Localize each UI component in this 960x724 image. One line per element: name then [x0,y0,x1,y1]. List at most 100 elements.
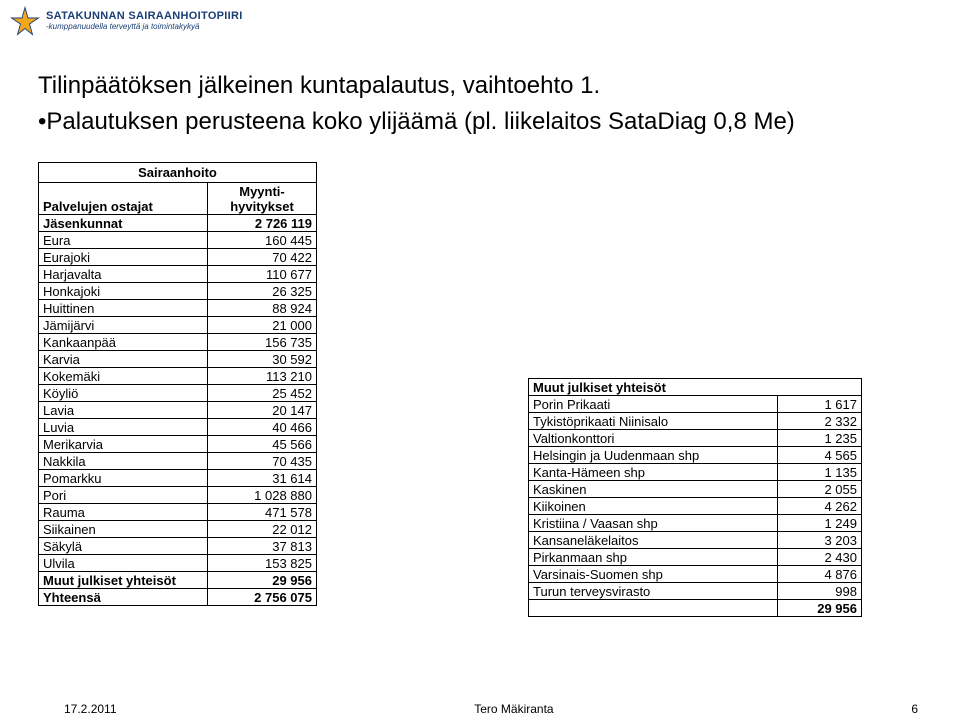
left-table-super-cell: Sairaanhoito [39,163,317,183]
cell-label: Harjavalta [39,266,208,283]
table-row: Kristiina / Vaasan shp1 249 [529,515,862,532]
table-row: Säkylä37 813 [39,538,317,555]
cell-label: Kristiina / Vaasan shp [529,515,778,532]
cell-value: 29 956 [208,572,317,589]
right-table-header-row: Muut julkiset yhteisöt [529,379,862,396]
table-row: Merikarvia45 566 [39,436,317,453]
cell-label: Pirkanmaan shp [529,549,778,566]
cell-value: 1 249 [778,515,862,532]
table-row: Jäsenkunnat2 726 119 [39,215,317,232]
cell-value: 156 735 [208,334,317,351]
cell-value: 2 055 [778,481,862,498]
cell-value: 160 445 [208,232,317,249]
cell-value: 30 592 [208,351,317,368]
cell-value: 998 [778,583,862,600]
logo-sub: -kumppanuudella terveyttä ja toimintakyk… [46,23,243,31]
table-row: Kaskinen2 055 [529,481,862,498]
table-row: Jämijärvi21 000 [39,317,317,334]
table-row: Huittinen88 924 [39,300,317,317]
table-row: Eurajoki70 422 [39,249,317,266]
cell-value: 31 614 [208,470,317,487]
cell-label: Pomarkku [39,470,208,487]
cell-value: 2 756 075 [208,589,317,606]
title-line2: •Palautuksen perusteena koko ylijäämä (p… [38,104,795,140]
cell-value: 1 235 [778,430,862,447]
cell-value: 70 422 [208,249,317,266]
left-table-super: Sairaanhoito [39,163,317,183]
cell-value: 4 565 [778,447,862,464]
cell-value: 2 430 [778,549,862,566]
table-row: Kiikoinen4 262 [529,498,862,515]
cell-value: 110 677 [208,266,317,283]
table-row: Köyliö25 452 [39,385,317,402]
cell-label: Yhteensä [39,589,208,606]
right-header: Muut julkiset yhteisöt [529,379,862,396]
cell-value: 26 325 [208,283,317,300]
table-row: Karvia30 592 [39,351,317,368]
footer-date: 17.2.2011 [64,702,117,716]
cell-label: Honkajoki [39,283,208,300]
right-total-value: 29 956 [778,600,862,617]
table-row: Luvia40 466 [39,419,317,436]
cell-value: 21 000 [208,317,317,334]
cell-value: 2 726 119 [208,215,317,232]
logo-icon [10,6,40,36]
table-row: Yhteensä2 756 075 [39,589,317,606]
logo-text: SATAKUNNAN SAIRAANHOITOPIIRI -kumppanuud… [46,11,243,31]
cell-label: Porin Prikaati [529,396,778,413]
cell-value: 113 210 [208,368,317,385]
cell-value: 40 466 [208,419,317,436]
cell-label: Jämijärvi [39,317,208,334]
table-row: Helsingin ja Uudenmaan shp4 565 [529,447,862,464]
cell-label: Turun terveysvirasto [529,583,778,600]
table-row: Porin Prikaati1 617 [529,396,862,413]
cell-value: 22 012 [208,521,317,538]
table-row: Nakkila70 435 [39,453,317,470]
cell-label: Huittinen [39,300,208,317]
table-row: Muut julkiset yhteisöt29 956 [39,572,317,589]
cell-value: 471 578 [208,504,317,521]
table-row: Eura160 445 [39,232,317,249]
table-row: Honkajoki26 325 [39,283,317,300]
cell-label: Tykistöprikaati Niinisalo [529,413,778,430]
logo-main: SATAKUNNAN SAIRAANHOITOPIIRI [46,11,243,23]
table-row: Rauma471 578 [39,504,317,521]
cell-label: Eurajoki [39,249,208,266]
table-row: Pomarkku31 614 [39,470,317,487]
cell-label: Valtionkonttori [529,430,778,447]
cell-label: Lavia [39,402,208,419]
page-title: Tilinpäätöksen jälkeinen kuntapalautus, … [38,68,795,140]
cell-value: 4 262 [778,498,862,515]
left-header-a: Palvelujen ostajat [39,183,208,215]
cell-label: Säkylä [39,538,208,555]
cell-value: 1 617 [778,396,862,413]
cell-label: Karvia [39,351,208,368]
cell-label: Köyliö [39,385,208,402]
cell-label: Kanta-Hämeen shp [529,464,778,481]
table-row: Kanta-Hämeen shp1 135 [529,464,862,481]
cell-value: 153 825 [208,555,317,572]
cell-label: Nakkila [39,453,208,470]
cell-label: Kansaneläkelaitos [529,532,778,549]
cell-label: Siikainen [39,521,208,538]
left-table-header-row: Palvelujen ostajat Myynti-hyvitykset [39,183,317,215]
table-row: Valtionkonttori1 235 [529,430,862,447]
cell-value: 25 452 [208,385,317,402]
table-row: Kokemäki113 210 [39,368,317,385]
cell-label: Eura [39,232,208,249]
right-total-row: 29 956 [529,600,862,617]
title-line1: Tilinpäätöksen jälkeinen kuntapalautus, … [38,68,795,104]
cell-label: Kaskinen [529,481,778,498]
table-row: Varsinais-Suomen shp4 876 [529,566,862,583]
left-table: Sairaanhoito Palvelujen ostajat Myynti-h… [38,162,317,606]
table-row: Lavia20 147 [39,402,317,419]
cell-label: Luvia [39,419,208,436]
footer-page: 6 [911,702,918,716]
cell-value: 1 135 [778,464,862,481]
table-row: Turun terveysvirasto998 [529,583,862,600]
cell-label: Muut julkiset yhteisöt [39,572,208,589]
right-total-label [529,600,778,617]
table-row: Siikainen22 012 [39,521,317,538]
table-row: Pori1 028 880 [39,487,317,504]
cell-value: 88 924 [208,300,317,317]
